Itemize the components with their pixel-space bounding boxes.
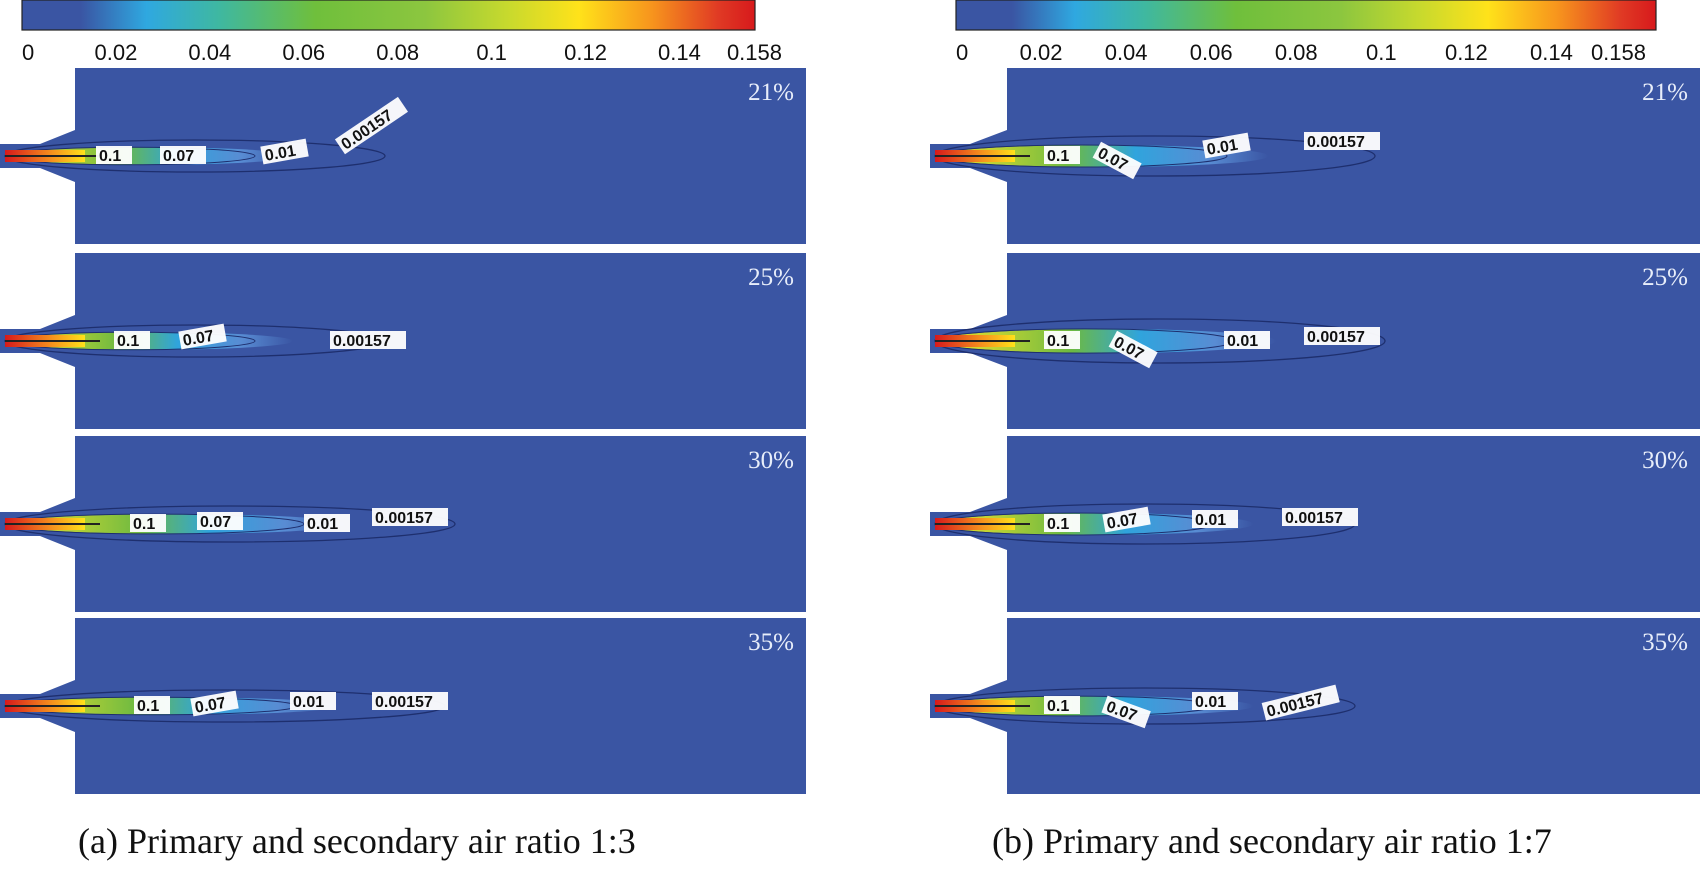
svg-text:0.1: 0.1 xyxy=(1047,698,1069,715)
colorbar-tick-label: 0.1 xyxy=(1366,40,1397,65)
contour-label: 0.07 xyxy=(1102,506,1151,533)
svg-text:0.07: 0.07 xyxy=(200,514,231,531)
svg-text:0.01: 0.01 xyxy=(1227,333,1258,350)
contour-label: 0.07 xyxy=(190,690,239,717)
contour-label: 0.1 xyxy=(1044,331,1080,350)
svg-text:0.1: 0.1 xyxy=(1047,333,1069,350)
svg-text:0.00157: 0.00157 xyxy=(375,510,433,527)
colorbar-tick-label: 0.12 xyxy=(564,40,607,65)
oxygen-percentage-label: 30% xyxy=(748,447,794,474)
subplot-a-30pct: 0.1 0.07 0.01 0.00157 30% xyxy=(0,436,806,612)
colorbar-a xyxy=(21,0,756,31)
svg-text:0.07: 0.07 xyxy=(163,148,194,165)
plume-core xyxy=(935,328,1277,354)
colorbar-tick-label: 0.14 xyxy=(1530,40,1573,65)
svg-text:0.1: 0.1 xyxy=(133,516,155,533)
svg-text:0.01: 0.01 xyxy=(1195,512,1226,529)
oxygen-percentage-label: 30% xyxy=(1642,447,1688,474)
contour-label: 0.01 xyxy=(1224,331,1270,350)
contour-label: 0.01 xyxy=(290,692,336,711)
svg-text:0.01: 0.01 xyxy=(264,143,298,165)
subplot-a-35pct: 0.1 0.07 0.01 0.00157 35% xyxy=(0,618,806,794)
svg-text:0.1: 0.1 xyxy=(117,333,139,350)
colorbar-tick-label: 0.12 xyxy=(1445,40,1488,65)
contour-label: 0.01 xyxy=(260,138,309,165)
colorbar-tick-label: 0.02 xyxy=(95,40,138,65)
contour-label: 0.00157 xyxy=(330,331,406,350)
svg-text:0.00157: 0.00157 xyxy=(1285,510,1343,527)
colorbar-b xyxy=(955,0,1657,31)
svg-text:0.1: 0.1 xyxy=(137,698,159,715)
colorbar-tick-label: 0.06 xyxy=(1190,40,1233,65)
colorbar-tick-label: 0.08 xyxy=(376,40,419,65)
contour-label: 0.00157 xyxy=(1282,508,1358,527)
caption-panel-b: (b) Primary and secondary air ratio 1:7 xyxy=(992,821,1552,861)
contour-label: 0.07 xyxy=(197,512,243,531)
svg-text:0.01: 0.01 xyxy=(307,516,338,533)
colorbar-tick-label: 0.06 xyxy=(282,40,325,65)
colorbar-tick-label: 0.1 xyxy=(476,40,507,65)
oxygen-percentage-label: 21% xyxy=(748,79,794,106)
svg-text:0.00157: 0.00157 xyxy=(375,694,433,711)
subplot-a-25pct: 0.1 0.07 0.00157 25% xyxy=(0,253,806,429)
svg-text:0.1: 0.1 xyxy=(1047,148,1069,165)
oxygen-percentage-label: 35% xyxy=(1642,629,1688,656)
colorbar-tick-label: 0.02 xyxy=(1020,40,1063,65)
contour-label: 0.1 xyxy=(134,696,170,715)
svg-text:0.00157: 0.00157 xyxy=(1307,329,1365,346)
colorbar-tick-label: 0.14 xyxy=(658,40,701,65)
oxygen-percentage-label: 25% xyxy=(1642,264,1688,291)
svg-text:0.1: 0.1 xyxy=(1047,516,1069,533)
panel-a: 0 0.02 0.04 0.06 0.08 0.1 0.12 0.14 0.158 0.1 0.07… xyxy=(0,0,806,794)
svg-text:0.00157: 0.00157 xyxy=(1307,134,1365,151)
contour-label: 0.01 xyxy=(1192,510,1238,529)
colorbar-tick-label: 0.08 xyxy=(1275,40,1318,65)
contour-label: 0.00157 xyxy=(372,692,448,711)
colorbar-tick-label: 0.158 xyxy=(727,40,782,65)
caption-panel-a: (a) Primary and secondary air ratio 1:3 xyxy=(78,821,636,861)
svg-text:0.00157: 0.00157 xyxy=(333,333,391,350)
oxygen-percentage-label: 25% xyxy=(748,264,794,291)
contour-label: 0.1 xyxy=(1044,514,1080,533)
contour-label: 0.1 xyxy=(96,146,132,165)
oxygen-percentage-label: 35% xyxy=(748,629,794,656)
contour-label: 0.07 xyxy=(178,323,227,350)
svg-text:0.07: 0.07 xyxy=(182,328,216,350)
contour-label: 0.01 xyxy=(1192,692,1238,711)
contour-label: 0.07 xyxy=(160,146,206,165)
contour-label: 0.00157 xyxy=(1304,132,1380,151)
colorbar-tick-label: 0.04 xyxy=(1105,40,1148,65)
contour-label: 0.01 xyxy=(1202,132,1251,159)
subplot-b-30pct: 0.1 0.07 0.01 0.00157 30% xyxy=(930,436,1700,612)
colorbar-tick-label: 0.158 xyxy=(1591,40,1646,65)
plume-core xyxy=(5,514,347,534)
contour-label: 0.1 xyxy=(114,331,150,350)
svg-text:0.1: 0.1 xyxy=(99,148,121,165)
contour-label: 0.1 xyxy=(130,514,166,533)
colorbar-tick-label: 0 xyxy=(22,40,34,65)
contour-label: 0.1 xyxy=(1044,146,1080,165)
colorbar-tick-label: 0.04 xyxy=(188,40,231,65)
oxygen-percentage-label: 21% xyxy=(1642,79,1688,106)
svg-text:0.01: 0.01 xyxy=(1195,694,1226,711)
svg-text:0.01: 0.01 xyxy=(1206,137,1240,159)
svg-text:0.01: 0.01 xyxy=(293,694,324,711)
contour-label: 0.00157 xyxy=(1304,327,1380,346)
contour-label: 0.01 xyxy=(304,514,350,533)
contour-label: 0.00157 xyxy=(372,508,448,527)
contour-label: 0.1 xyxy=(1044,696,1080,715)
plume-core xyxy=(5,697,339,715)
svg-text:0.07: 0.07 xyxy=(194,695,228,717)
colorbar-tick-label: 0 xyxy=(956,40,968,65)
svg-text:0.07: 0.07 xyxy=(1106,511,1140,533)
